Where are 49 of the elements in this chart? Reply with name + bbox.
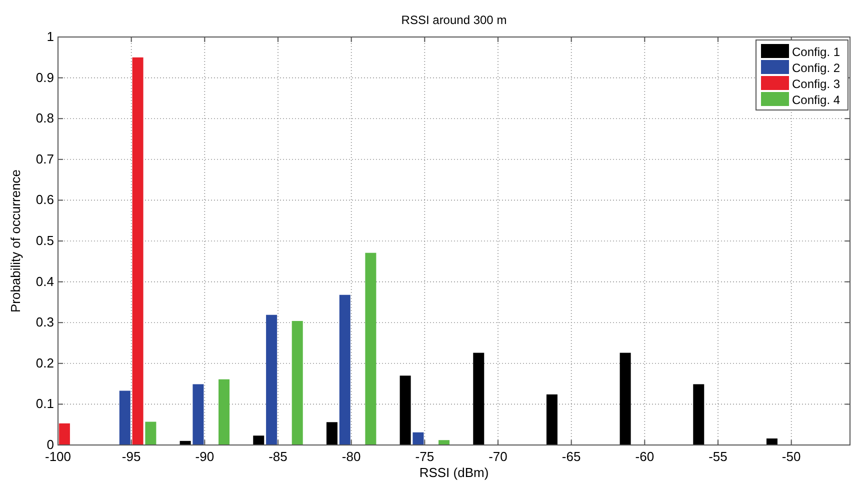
- bar: [473, 352, 484, 445]
- legend-label: Config. 2: [792, 61, 840, 75]
- x-tick-label: -60: [635, 449, 654, 464]
- y-tick-label: 0.2: [36, 355, 54, 370]
- y-tick-label: 0: [46, 437, 54, 452]
- y-tick-label: 0.4: [36, 274, 54, 289]
- x-tick-label: -55: [708, 449, 728, 464]
- bar: [192, 384, 204, 445]
- x-tick-label: -75: [415, 449, 434, 464]
- x-tick-label: -85: [268, 449, 288, 464]
- x-tick-label: -65: [562, 449, 581, 464]
- bar: [620, 352, 631, 445]
- y-tick-label: 0.5: [36, 233, 54, 248]
- bar: [693, 384, 704, 445]
- bar: [292, 320, 303, 445]
- bar: [365, 252, 376, 445]
- bar: [132, 57, 144, 445]
- legend-label: Config. 1: [792, 45, 840, 59]
- bar: [119, 390, 130, 445]
- y-tick-label: 0.7: [36, 151, 54, 166]
- x-tick-label: -100: [44, 449, 72, 464]
- x-tick-label: -70: [488, 449, 508, 464]
- bar: [412, 432, 424, 445]
- bar: [339, 294, 350, 445]
- bar: [266, 314, 278, 445]
- y-axis-title: Probability of occurrence: [8, 169, 23, 313]
- x-tick-label: -90: [195, 449, 214, 464]
- y-tick-label: 0.1: [36, 396, 54, 412]
- bar: [58, 423, 70, 445]
- x-tick-label: -50: [782, 449, 801, 464]
- x-tick-label: -80: [342, 449, 361, 464]
- bar: [438, 440, 450, 445]
- y-tick-label: 0.8: [36, 110, 54, 126]
- bar: [766, 438, 778, 445]
- bar: [253, 436, 264, 445]
- chart-title: RSSI around 300 m: [401, 13, 507, 27]
- bar: [400, 376, 411, 445]
- bar: [145, 422, 156, 445]
- bar: [326, 422, 338, 445]
- bar: [218, 379, 230, 445]
- y-tick-label: 1: [46, 29, 54, 44]
- x-axis-title: RSSI (dBm): [419, 465, 489, 480]
- bar: [546, 394, 558, 445]
- x-tick-label: -95: [122, 449, 141, 464]
- y-tick-label: 0.9: [36, 70, 54, 85]
- y-tick-label: 0.6: [36, 192, 54, 208]
- y-tick-label: 0.3: [36, 314, 54, 330]
- legend-label: Config. 3: [792, 77, 840, 91]
- legend-label: Config. 4: [792, 93, 840, 107]
